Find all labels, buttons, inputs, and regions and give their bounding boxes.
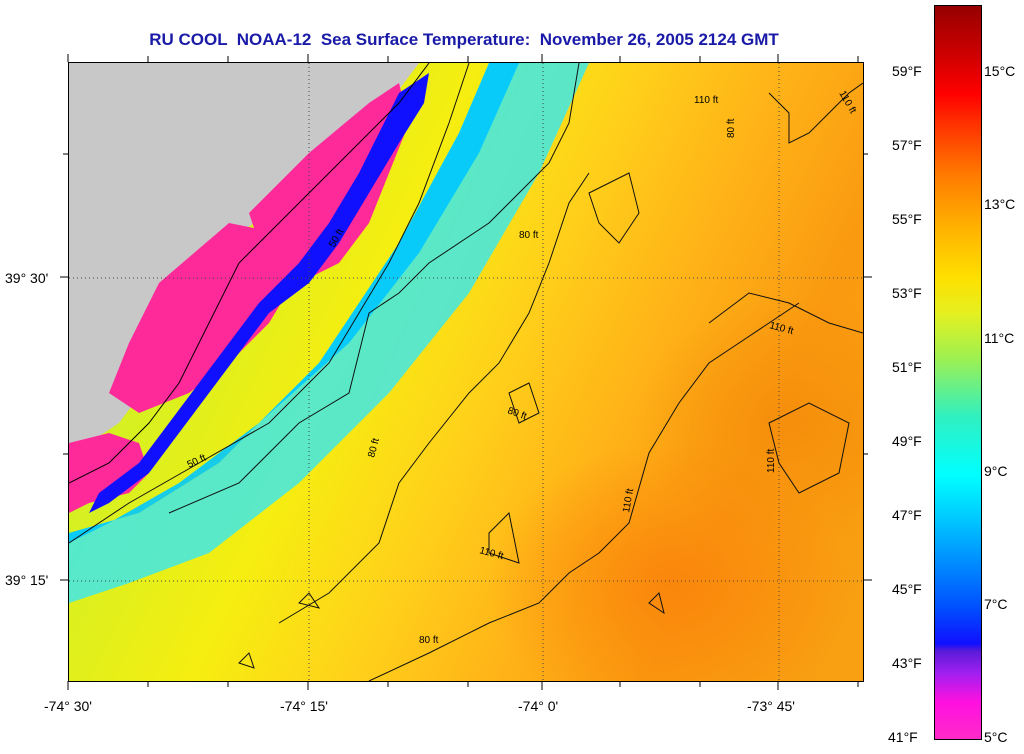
fahrenheit-label: 43°F — [892, 655, 922, 671]
fahrenheit-label: 49°F — [892, 433, 922, 449]
celsius-label: 11°C — [984, 330, 1015, 346]
cloud-mask-south — [69, 433, 149, 513]
contour-label: 80 ft — [366, 437, 382, 459]
lat-label: 39° 15' — [5, 572, 49, 588]
fahrenheit-label: 41°F — [888, 729, 918, 745]
coastal-blue-band — [89, 73, 429, 513]
celsius-label: 13°C — [984, 196, 1016, 212]
map-graphics: 50 ft 50 ft 80 ft 80 ft 80 ft 80 ft 80 f… — [69, 63, 863, 681]
fahrenheit-label: 45°F — [892, 581, 922, 597]
fahrenheit-label: 59°F — [892, 63, 922, 79]
lon-label: -74° 30' — [44, 698, 92, 714]
lon-label: -74° 0' — [518, 698, 559, 714]
celsius-label: 15°C — [984, 63, 1016, 79]
lon-label: -74° 15' — [280, 698, 328, 714]
contour-label: 110 ft — [694, 95, 718, 106]
fahrenheit-label: 57°F — [892, 137, 922, 153]
lat-label: 39° 30' — [5, 270, 49, 286]
nearshore-cool-water — [69, 63, 589, 603]
depth-contours — [69, 63, 863, 681]
contour-label: 80 ft — [419, 635, 439, 646]
fahrenheit-label: 53°F — [892, 285, 922, 301]
celsius-label: 7°C — [984, 596, 1008, 612]
celsius-label: 9°C — [984, 463, 1008, 479]
temperature-colorbar — [934, 5, 982, 740]
graticule — [69, 63, 863, 681]
lon-label: -73° 45' — [747, 698, 795, 714]
fahrenheit-label: 55°F — [892, 211, 922, 227]
fahrenheit-label: 51°F — [892, 359, 922, 375]
coastal-cyan-band — [69, 63, 519, 543]
coastline — [69, 63, 430, 484]
celsius-label: 5°C — [984, 729, 1008, 745]
contour-label: 80 ft — [726, 118, 737, 138]
sst-map: 50 ft 50 ft 80 ft 80 ft 80 ft 80 ft 80 f… — [68, 62, 864, 682]
frame-ticks — [60, 54, 872, 690]
contour-label: 80 ft — [519, 230, 539, 241]
contour-label: 110 ft — [766, 449, 777, 473]
fahrenheit-label: 47°F — [892, 507, 922, 523]
contour-label: 110 ft — [621, 487, 636, 513]
map-title: RU COOL NOAA-12 Sea Surface Temperature:… — [149, 30, 779, 49]
cloud-mask-middle — [109, 223, 299, 413]
